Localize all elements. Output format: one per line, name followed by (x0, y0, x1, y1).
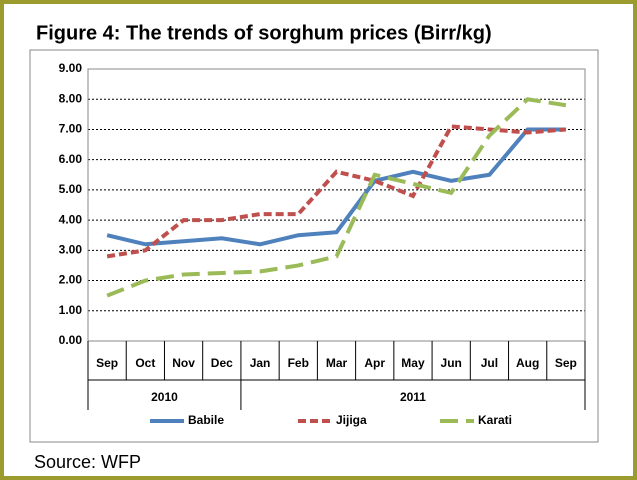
series-line (106, 127, 566, 247)
series-line (106, 124, 567, 259)
series-line (106, 97, 567, 298)
x-tick-label: Apr (364, 356, 385, 370)
x-tick-label: Aug (516, 356, 539, 370)
y-tick-label: 5.00 (59, 182, 83, 196)
x-tick-label: Oct (135, 356, 155, 370)
x-tick-label: Sep (555, 356, 577, 370)
group-label: 2011 (400, 390, 426, 404)
legend-label: Jijiga (336, 413, 367, 427)
x-tick-label: Dec (211, 356, 233, 370)
y-tick-label: 3.00 (59, 243, 83, 257)
y-tick-label: 2.00 (59, 273, 83, 287)
x-tick-label: Jan (250, 356, 271, 370)
x-tick-label: Jun (441, 356, 462, 370)
x-tick-label: Mar (326, 356, 348, 370)
x-tick-label: Sep (96, 356, 118, 370)
x-tick-label: Feb (288, 356, 309, 370)
y-tick-label: 4.00 (59, 212, 83, 226)
x-tick-label: Jul (481, 356, 498, 370)
y-tick-label: 9.00 (59, 61, 83, 75)
legend-label: Karati (478, 413, 512, 427)
y-tick-label: 8.00 (59, 91, 83, 105)
source: Source: WFP (34, 452, 141, 472)
y-tick-label: 1.00 (59, 303, 83, 317)
y-tick-label: 0.00 (59, 333, 83, 347)
legend-label: Babile (188, 413, 224, 427)
x-tick-label: Nov (172, 356, 195, 370)
group-label: 2010 (151, 390, 178, 404)
y-tick-label: 7.00 (59, 122, 83, 136)
plot-border (87, 68, 586, 342)
chart-box (29, 49, 599, 443)
x-tick-label: May (401, 356, 425, 370)
chart-title: Figure 4: The trends of sorghum prices (… (36, 22, 492, 44)
y-tick-label: 6.00 (59, 152, 83, 166)
